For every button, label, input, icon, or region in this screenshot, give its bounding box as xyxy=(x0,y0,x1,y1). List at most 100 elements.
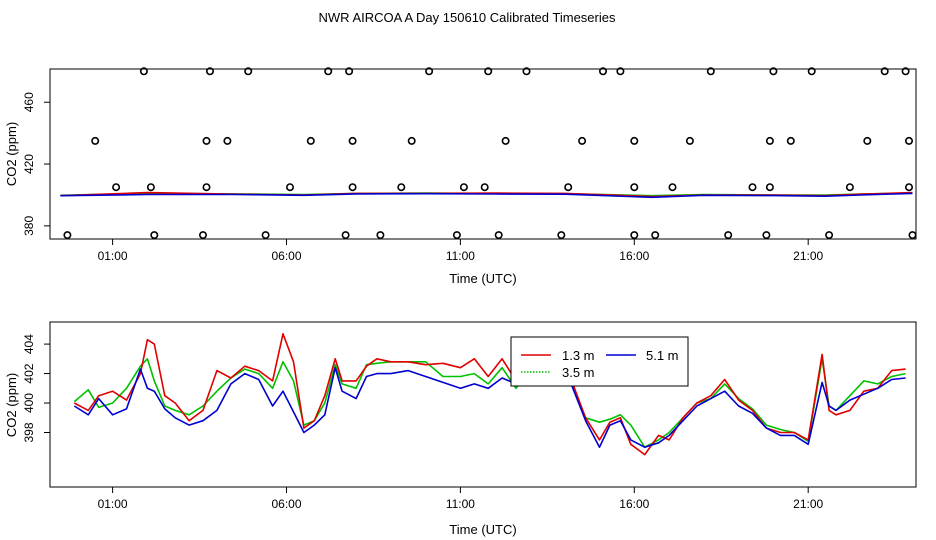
top-plot-frame xyxy=(49,68,917,240)
top-y-tick-label: 380 xyxy=(22,216,36,236)
bottom-plot-frame xyxy=(49,321,917,488)
cal-point xyxy=(630,136,639,145)
cal-point xyxy=(578,136,587,145)
cal-point xyxy=(904,183,913,192)
bottom-x-tick-label: 16:00 xyxy=(619,497,649,511)
cal-point xyxy=(484,67,493,76)
cal-point xyxy=(724,231,733,240)
bottom-y-tick-label: 398 xyxy=(22,422,36,442)
cal-point xyxy=(407,136,416,145)
legend: 1.3 m 3.5 m 5.1 m xyxy=(510,336,689,387)
cal-point xyxy=(880,67,889,76)
cal-point xyxy=(139,67,148,76)
cal-point xyxy=(341,231,350,240)
bottom-series-5-1-m xyxy=(73,366,906,449)
cal-point xyxy=(452,231,461,240)
cal-point xyxy=(630,183,639,192)
cal-point xyxy=(616,67,625,76)
cal-point xyxy=(63,231,72,240)
top-series-5-1-m xyxy=(60,192,913,199)
bottom-y-label: CO2 (ppm) xyxy=(4,373,19,437)
cal-point xyxy=(904,136,913,145)
cal-point xyxy=(261,231,270,240)
cal-point xyxy=(863,136,872,145)
top-x-tick-label: 16:00 xyxy=(619,249,649,263)
bottom-y-tick-label: 404 xyxy=(22,334,36,354)
top-x-tick-label: 21:00 xyxy=(793,249,823,263)
cal-point xyxy=(480,183,489,192)
top-x-tick-label: 01:00 xyxy=(98,249,128,263)
cal-point xyxy=(651,231,660,240)
cal-point xyxy=(285,183,294,192)
cal-point xyxy=(91,136,100,145)
cal-point xyxy=(769,67,778,76)
cal-point xyxy=(306,136,315,145)
cal-point xyxy=(348,183,357,192)
top-x-axis: 01:00 06:00 11:00 16:00 21:00 xyxy=(98,239,824,263)
cal-point xyxy=(685,136,694,145)
top-y-label: CO2 (ppm) xyxy=(4,122,19,186)
bottom-x-tick-label: 11:00 xyxy=(446,497,475,511)
bottom-x-axis: 01:00 06:00 11:00 16:00 21:00 xyxy=(98,487,824,511)
cal-point xyxy=(706,67,715,76)
cal-point xyxy=(324,67,333,76)
top-series-lines xyxy=(60,191,913,199)
cal-point xyxy=(112,183,121,192)
cal-point xyxy=(494,231,503,240)
cal-point xyxy=(807,67,816,76)
bottom-x-tick-label: 21:00 xyxy=(793,497,823,511)
legend-label-3-5m: 3.5 m xyxy=(562,365,595,380)
cal-point xyxy=(202,183,211,192)
cal-point xyxy=(501,136,510,145)
cal-point xyxy=(199,231,208,240)
cal-point xyxy=(825,231,834,240)
cal-point xyxy=(901,67,910,76)
bottom-y-tick-label: 402 xyxy=(22,363,36,383)
legend-label-5-1m: 5.1 m xyxy=(646,348,679,363)
top-y-axis: 380 420 460 xyxy=(22,92,50,236)
cal-point xyxy=(348,136,357,145)
cal-point xyxy=(668,183,677,192)
bottom-series-1-3-m xyxy=(73,332,906,456)
cal-point xyxy=(202,136,211,145)
legend-label-1-3m: 1.3 m xyxy=(562,348,595,363)
cal-point xyxy=(397,183,406,192)
cal-point xyxy=(908,231,917,240)
cal-point xyxy=(630,231,639,240)
cal-point xyxy=(765,136,774,145)
cal-point xyxy=(762,231,771,240)
bottom-y-tick-label: 400 xyxy=(22,393,36,413)
cal-point xyxy=(345,67,354,76)
top-x-tick-label: 06:00 xyxy=(271,249,301,263)
bottom-series-lines xyxy=(73,332,906,456)
bottom-x-tick-label: 06:00 xyxy=(271,497,301,511)
cal-point xyxy=(522,67,531,76)
bottom-panel: 01:00 06:00 11:00 16:00 21:00 398 400 402 404 T… xyxy=(4,321,917,537)
cal-point xyxy=(765,183,774,192)
cal-point xyxy=(557,231,566,240)
top-y-tick-label: 460 xyxy=(22,92,36,112)
cal-point xyxy=(244,67,253,76)
bottom-x-label: Time (UTC) xyxy=(449,522,516,537)
top-y-tick-label: 420 xyxy=(22,154,36,174)
cal-point xyxy=(223,136,232,145)
cal-point xyxy=(150,231,159,240)
cal-point xyxy=(598,67,607,76)
cal-point xyxy=(146,183,155,192)
cal-point xyxy=(564,183,573,192)
cal-point xyxy=(748,183,757,192)
cal-point xyxy=(459,183,468,192)
cal-point xyxy=(845,183,854,192)
cal-point xyxy=(206,67,215,76)
bottom-series-3-5-m xyxy=(73,357,906,449)
cal-point xyxy=(376,231,385,240)
top-cal-points xyxy=(63,67,917,240)
cal-point xyxy=(786,136,795,145)
bottom-x-tick-label: 01:00 xyxy=(98,497,128,511)
top-x-tick-label: 11:00 xyxy=(446,249,475,263)
top-panel: 01:00 06:00 11:00 16:00 21:00 380 420 460 Time… xyxy=(4,67,917,286)
top-x-label: Time (UTC) xyxy=(449,271,516,286)
figure-title: NWR AIRCOA A Day 150610 Calibrated Times… xyxy=(319,10,616,25)
bottom-y-axis: 398 400 402 404 xyxy=(22,334,50,443)
